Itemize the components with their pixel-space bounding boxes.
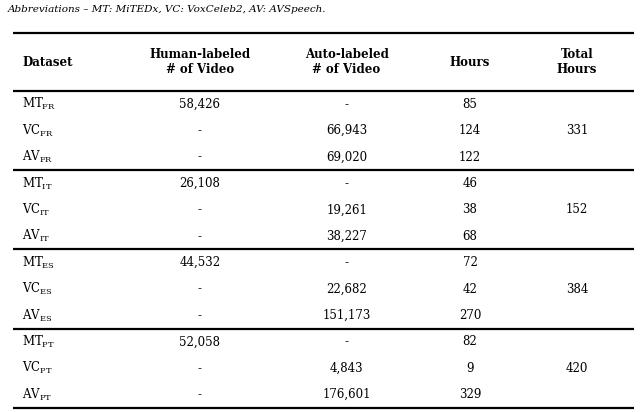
Text: 152: 152 xyxy=(566,204,588,216)
Text: VC$_{\mathregular{FR}}$: VC$_{\mathregular{FR}}$ xyxy=(22,123,54,139)
Text: -: - xyxy=(198,283,202,295)
Text: -: - xyxy=(344,256,349,269)
Text: 270: 270 xyxy=(459,309,481,322)
Text: 72: 72 xyxy=(463,256,477,269)
Text: 9: 9 xyxy=(467,362,474,375)
Text: -: - xyxy=(344,177,349,190)
Text: AV$_{\mathregular{PT}}$: AV$_{\mathregular{PT}}$ xyxy=(22,386,52,403)
Text: MT$_{\mathregular{ES}}$: MT$_{\mathregular{ES}}$ xyxy=(22,255,56,271)
Text: -: - xyxy=(344,98,349,111)
Text: 19,261: 19,261 xyxy=(326,204,367,216)
Text: 42: 42 xyxy=(463,283,477,295)
Text: Total
Hours: Total Hours xyxy=(557,48,597,76)
Text: Auto-labeled
# of Video: Auto-labeled # of Video xyxy=(305,48,388,76)
Text: -: - xyxy=(198,150,202,164)
Text: 69,020: 69,020 xyxy=(326,150,367,164)
Text: -: - xyxy=(344,335,349,349)
Text: MT$_{\mathregular{IT}}$: MT$_{\mathregular{IT}}$ xyxy=(22,176,53,192)
Text: 420: 420 xyxy=(566,362,588,375)
Text: AV$_{\mathregular{ES}}$: AV$_{\mathregular{ES}}$ xyxy=(22,307,52,323)
Text: -: - xyxy=(198,362,202,375)
Text: -: - xyxy=(198,204,202,216)
Text: 38: 38 xyxy=(463,204,477,216)
Text: Abbreviations – MT: MiTEDx, VC: VoxCeleb2, AV: AVSpeech.: Abbreviations – MT: MiTEDx, VC: VoxCeleb… xyxy=(8,5,326,14)
Text: 151,173: 151,173 xyxy=(323,309,371,322)
Text: AV$_{\mathregular{IT}}$: AV$_{\mathregular{IT}}$ xyxy=(22,228,51,244)
Text: MT$_{\mathregular{FR}}$: MT$_{\mathregular{FR}}$ xyxy=(22,96,56,112)
Text: -: - xyxy=(198,230,202,243)
Text: 38,227: 38,227 xyxy=(326,230,367,243)
Text: 384: 384 xyxy=(566,283,588,295)
Text: VC$_{\mathregular{IT}}$: VC$_{\mathregular{IT}}$ xyxy=(22,202,51,218)
Text: 329: 329 xyxy=(459,388,481,401)
Text: 176,601: 176,601 xyxy=(323,388,371,401)
Text: 58,426: 58,426 xyxy=(179,98,220,111)
Text: 331: 331 xyxy=(566,124,588,137)
Text: 44,532: 44,532 xyxy=(179,256,220,269)
Text: 46: 46 xyxy=(463,177,477,190)
Text: 26,108: 26,108 xyxy=(179,177,220,190)
Text: 124: 124 xyxy=(459,124,481,137)
Text: 122: 122 xyxy=(459,150,481,164)
Text: 82: 82 xyxy=(463,335,477,349)
Text: Hours: Hours xyxy=(450,56,490,68)
Text: 52,058: 52,058 xyxy=(179,335,220,349)
Text: -: - xyxy=(198,388,202,401)
Text: VC$_{\mathregular{ES}}$: VC$_{\mathregular{ES}}$ xyxy=(22,281,53,297)
Text: 85: 85 xyxy=(463,98,477,111)
Text: -: - xyxy=(198,124,202,137)
Text: 68: 68 xyxy=(463,230,477,243)
Text: VC$_{\mathregular{PT}}$: VC$_{\mathregular{PT}}$ xyxy=(22,360,53,376)
Text: AV$_{\mathregular{FR}}$: AV$_{\mathregular{FR}}$ xyxy=(22,149,54,165)
Text: Human-labeled
# of Video: Human-labeled # of Video xyxy=(149,48,250,76)
Text: -: - xyxy=(198,309,202,322)
Text: MT$_{\mathregular{PT}}$: MT$_{\mathregular{PT}}$ xyxy=(22,334,56,350)
Text: 4,843: 4,843 xyxy=(330,362,364,375)
Text: 66,943: 66,943 xyxy=(326,124,367,137)
Text: Dataset: Dataset xyxy=(22,56,73,68)
Text: 22,682: 22,682 xyxy=(326,283,367,295)
